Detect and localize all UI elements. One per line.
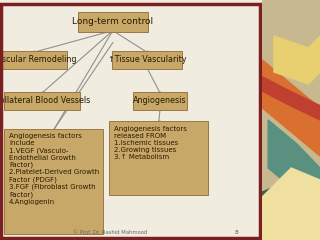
Text: Collateral Blood Vessels: Collateral Blood Vessels [0,96,90,105]
FancyBboxPatch shape [112,51,182,69]
Text: Long-term control: Long-term control [72,17,153,26]
FancyBboxPatch shape [2,51,67,69]
FancyBboxPatch shape [109,121,208,195]
FancyBboxPatch shape [78,12,148,32]
Text: 8: 8 [234,230,238,235]
Text: Vascular Remodeling: Vascular Remodeling [0,55,76,65]
FancyBboxPatch shape [133,92,187,109]
Polygon shape [262,77,320,120]
Text: © Prof. Dr. Rashid Mahmood: © Prof. Dr. Rashid Mahmood [73,230,147,235]
Text: Angiogenesis factors
released FROM
1.Ischemic tissues
2.Growing tissues
3.↑ Meta: Angiogenesis factors released FROM 1.Isc… [114,126,187,160]
Polygon shape [268,120,320,216]
Polygon shape [262,168,320,240]
Polygon shape [262,60,320,156]
FancyBboxPatch shape [4,92,80,109]
FancyBboxPatch shape [4,129,103,234]
Text: Angiogenesis: Angiogenesis [133,96,187,105]
Polygon shape [274,36,320,84]
Text: ↑Tissue Vascularity: ↑Tissue Vascularity [108,55,186,65]
Text: Angiogenesis factors
include
1.VEGF (Vasculo-
Endothelial Growth
Factor)
2.Plate: Angiogenesis factors include 1.VEGF (Vas… [9,133,100,205]
Polygon shape [262,180,320,240]
